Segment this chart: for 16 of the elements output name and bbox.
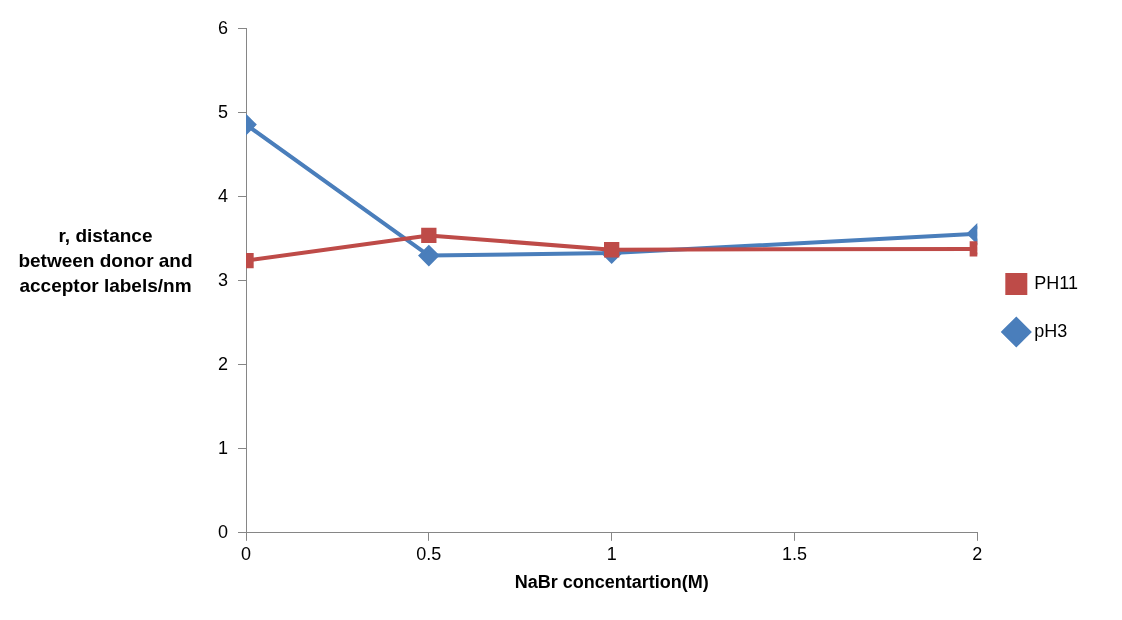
x-tick-label: 1.5: [781, 543, 807, 564]
x-axis-title: NaBr concentartion(M): [514, 572, 709, 593]
y-tick-label: 4: [218, 185, 229, 206]
x-tick-label: 0: [241, 543, 252, 564]
legend-label: pH3: [1034, 320, 1068, 341]
y-tick-label: 1: [218, 437, 229, 458]
y-tick-label: 3: [218, 269, 229, 290]
legend-label: PH11: [1034, 272, 1079, 293]
x-tick-label: 0.5: [416, 543, 442, 564]
y-axis-title: r, distance between donor and acceptor labels/nm: [18, 224, 193, 298]
y-tick-label: 2: [218, 353, 229, 374]
x-tick-label: 2: [972, 543, 983, 564]
y-tick-label: 0: [218, 521, 229, 542]
x-tick-label: 1: [606, 543, 617, 564]
y-tick-label: 5: [218, 101, 229, 122]
y-tick-label: 6: [218, 17, 229, 38]
